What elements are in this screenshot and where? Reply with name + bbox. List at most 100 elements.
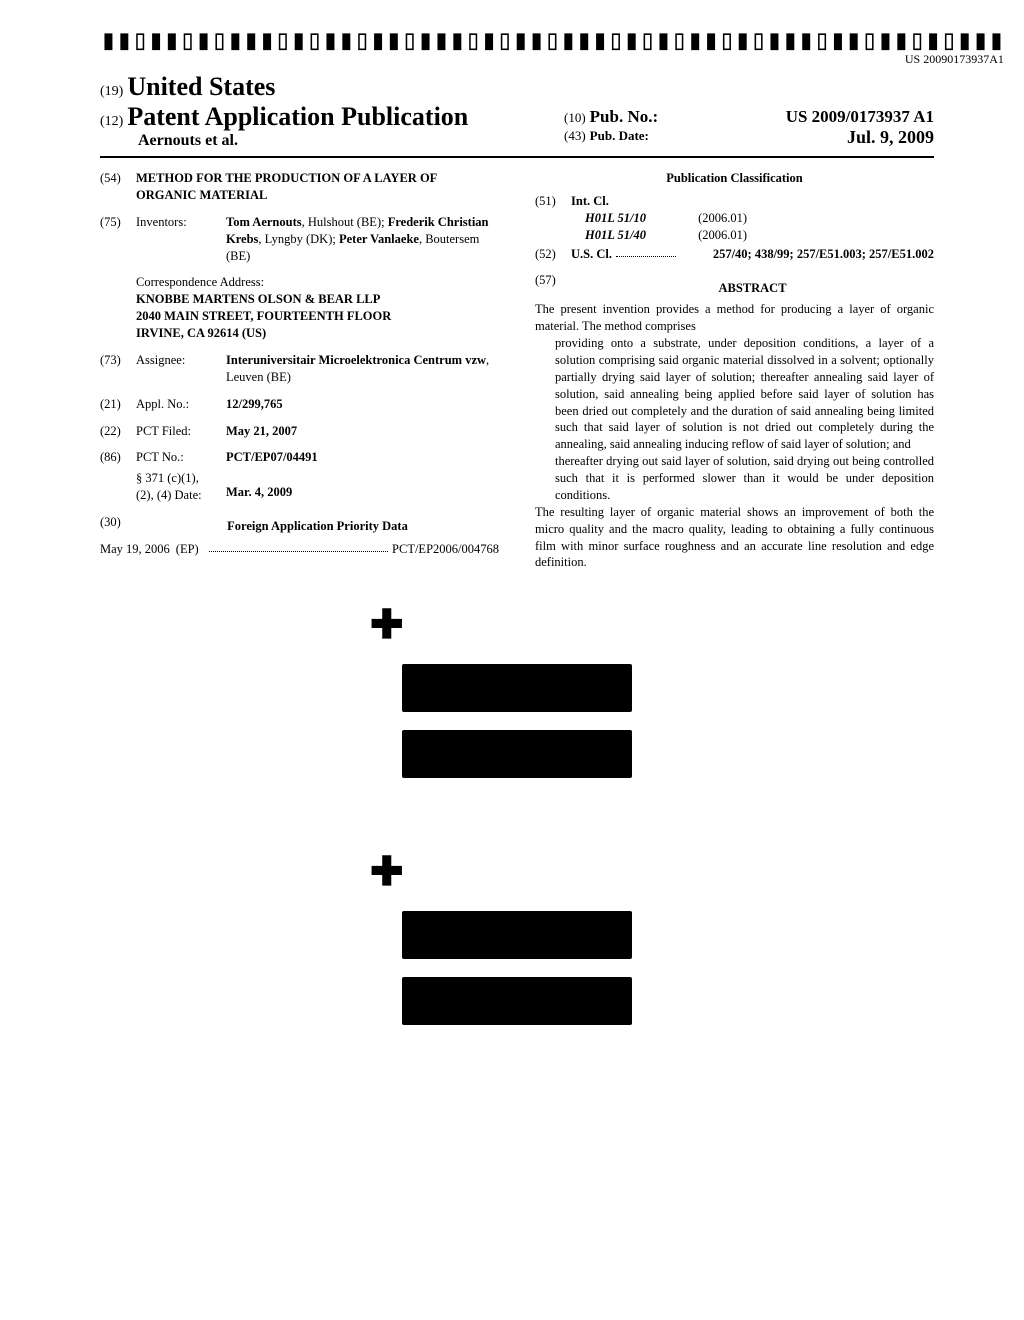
code-19: (19) <box>100 84 123 99</box>
int-cl-item1: H01L 51/10 (2006.01) <box>571 210 934 227</box>
pub-date: Jul. 9, 2009 <box>847 127 934 148</box>
int-cl-1: H01L 51/10 <box>585 210 695 227</box>
abstract-p1: The present invention provides a method … <box>535 301 934 335</box>
foreign-row: May 19, 2006 (EP) PCT/EP2006/004768 <box>100 541 499 558</box>
title-row: (54) METHOD FOR THE PRODUCTION OF A LAYE… <box>100 170 499 204</box>
appl-label: Appl. No.: <box>136 396 226 413</box>
code-30: (30) <box>100 514 136 541</box>
country-line: (19) United States <box>100 72 564 102</box>
abstract-b2: thereafter drying out said layer of solu… <box>535 453 934 504</box>
inventors-row: (75) Inventors: Tom Aernouts, Hulshout (… <box>100 214 499 265</box>
pub-date-label: Pub. Date: <box>590 128 649 143</box>
s371-spacer <box>100 470 136 504</box>
pub-date-line: (43) Pub. Date: Jul. 9, 2009 <box>564 127 934 145</box>
masthead-right: (10) Pub. No.: US 2009/0173937 A1 (43) P… <box>564 107 934 150</box>
pct-no-row: (86) PCT No.: PCT/EP07/04491 <box>100 449 499 466</box>
s371-l2: (2), (4) Date: <box>136 487 226 504</box>
barcode: ▮▮▯▮▮▯▮▯▮▮▮▯▮▯▮▮▯▮▮▯▮▮▮▯▮▯▮▮▯▮▮▮▯▮▯▮▯▮▮▯… <box>100 30 1004 67</box>
masthead: (19) United States (12) Patent Applicati… <box>100 72 934 158</box>
corr-line1: KNOBBE MARTENS OLSON & BEAR LLP <box>136 291 499 308</box>
s371-l1: § 371 (c)(1), <box>136 470 226 487</box>
pct-no-value: PCT/EP07/04491 <box>226 449 499 466</box>
pub-class-title: Publication Classification <box>535 170 934 187</box>
dotfill-2 <box>616 246 676 257</box>
int-cl-1-year: (2006.01) <box>698 211 747 225</box>
pct-filed-label: PCT Filed: <box>136 423 226 440</box>
code-21: (21) <box>100 396 136 413</box>
abstract-title: ABSTRACT <box>571 280 934 297</box>
pct-no-label: PCT No.: <box>136 449 226 466</box>
int-cl-item2: H01L 51/40 (2006.01) <box>571 227 934 244</box>
pct-filed-value: May 21, 2007 <box>226 423 499 440</box>
us-cl-label: U.S. Cl. <box>571 246 612 263</box>
code-73: (73) <box>100 352 136 386</box>
code-54: (54) <box>100 170 136 204</box>
dotfill <box>209 541 388 552</box>
foreign-date: May 19, 2006 <box>100 541 170 558</box>
s371-labels: § 371 (c)(1), (2), (4) Date: <box>136 470 226 504</box>
int-cl-row: (51) Int. Cl. H01L 51/10 (2006.01) H01L … <box>535 193 934 244</box>
code-22: (22) <box>100 423 136 440</box>
pubtype-line: (12) Patent Application Publication <box>100 102 564 132</box>
code-75: (75) <box>100 214 136 265</box>
inventors-label: Inventors: <box>136 214 226 265</box>
assignee-label: Assignee: <box>136 352 226 386</box>
figure-group-2: ✚ <box>100 848 934 1025</box>
int-cl-label: Int. Cl. <box>571 193 934 210</box>
int-cl-2-year: (2006.01) <box>698 228 747 242</box>
assignee-name: Interuniversitair Microelektronica Centr… <box>226 353 486 367</box>
pub-no: US 2009/0173937 A1 <box>786 107 934 127</box>
sample-bar-1a <box>402 664 632 712</box>
pub-no-label: Pub. No.: <box>590 107 658 126</box>
s371-row: § 371 (c)(1), (2), (4) Date: Mar. 4, 200… <box>100 470 499 504</box>
pct-filed-row: (22) PCT Filed: May 21, 2007 <box>100 423 499 440</box>
right-column: Publication Classification (51) Int. Cl.… <box>535 170 934 571</box>
corr-line2: 2040 MAIN STREET, FOURTEENTH FLOOR <box>136 308 499 325</box>
s371-value: Mar. 4, 2009 <box>226 470 499 504</box>
abstract-p2: The resulting layer of organic material … <box>535 504 934 572</box>
authors-etal: Aernouts et al. <box>138 132 564 150</box>
foreign-section: (30) Foreign Application Priority Data M… <box>100 514 499 558</box>
sample-bar-1b <box>402 730 632 778</box>
code-51: (51) <box>535 193 571 244</box>
corr-line3: IRVINE, CA 92614 (US) <box>136 325 499 342</box>
masthead-left: (19) United States (12) Patent Applicati… <box>100 72 564 150</box>
barcode-bars: ▮▮▯▮▮▯▮▯▮▮▮▯▮▯▮▮▯▮▮▯▮▮▮▯▮▯▮▮▯▮▮▮▯▮▯▮▯▮▮▯… <box>100 30 1004 50</box>
left-column: (54) METHOD FOR THE PRODUCTION OF A LAYE… <box>100 170 499 571</box>
code-43: (43) <box>564 128 586 143</box>
publication-type: Patent Application Publication <box>127 102 468 131</box>
int-cl-2: H01L 51/40 <box>585 227 695 244</box>
code-86: (86) <box>100 449 136 466</box>
code-57: (57) <box>535 272 571 301</box>
assignee-row: (73) Assignee: Interuniversitair Microel… <box>100 352 499 386</box>
abstract-b1: providing onto a substrate, under deposi… <box>535 335 934 453</box>
inventors-value: Tom Aernouts, Hulshout (BE); Frederik Ch… <box>226 214 499 265</box>
us-cl-value: 257/40; 438/99; 257/E51.003; 257/E51.002 <box>680 246 934 263</box>
code-52: (52) <box>535 246 571 263</box>
plus-icon: ✚ <box>370 601 934 648</box>
corr-label: Correspondence Address: <box>136 274 499 291</box>
code-10: (10) <box>564 110 586 125</box>
barcode-region: ▮▮▯▮▮▯▮▯▮▮▮▯▮▯▮▮▯▮▮▯▮▮▮▯▮▯▮▮▯▮▮▮▯▮▯▮▯▮▮▯… <box>100 30 934 68</box>
sample-bar-2a <box>402 911 632 959</box>
abstract-header: (57) ABSTRACT <box>535 272 934 301</box>
country: United States <box>127 72 275 101</box>
sample-bar-2b <box>402 977 632 1025</box>
foreign-country: (EP) <box>176 541 199 558</box>
code-12: (12) <box>100 114 123 129</box>
two-column-body: (54) METHOD FOR THE PRODUCTION OF A LAYE… <box>100 170 934 571</box>
pub-no-line: (10) Pub. No.: US 2009/0173937 A1 <box>564 107 934 127</box>
figure-group-1: ✚ <box>100 601 934 778</box>
patent-page: ▮▮▯▮▮▯▮▯▮▮▮▯▮▯▮▮▯▮▮▯▮▮▮▯▮▯▮▮▯▮▮▮▯▮▯▮▯▮▮▯… <box>0 0 1024 1125</box>
assignee-value: Interuniversitair Microelektronica Centr… <box>226 352 499 386</box>
correspondence-block: Correspondence Address: KNOBBE MARTENS O… <box>136 274 499 342</box>
appl-value: 12/299,765 <box>226 396 499 413</box>
int-cl-body: Int. Cl. H01L 51/10 (2006.01) H01L 51/40… <box>571 193 934 244</box>
appl-no-row: (21) Appl. No.: 12/299,765 <box>100 396 499 413</box>
invention-title: METHOD FOR THE PRODUCTION OF A LAYER OF … <box>136 170 499 204</box>
plus-icon: ✚ <box>370 848 934 895</box>
figures-area: ✚ ✚ <box>100 601 934 1025</box>
us-cl-row: (52) U.S. Cl. 257/40; 438/99; 257/E51.00… <box>535 246 934 263</box>
foreign-app-no: PCT/EP2006/004768 <box>392 541 499 558</box>
foreign-title: Foreign Application Priority Data <box>136 518 499 535</box>
